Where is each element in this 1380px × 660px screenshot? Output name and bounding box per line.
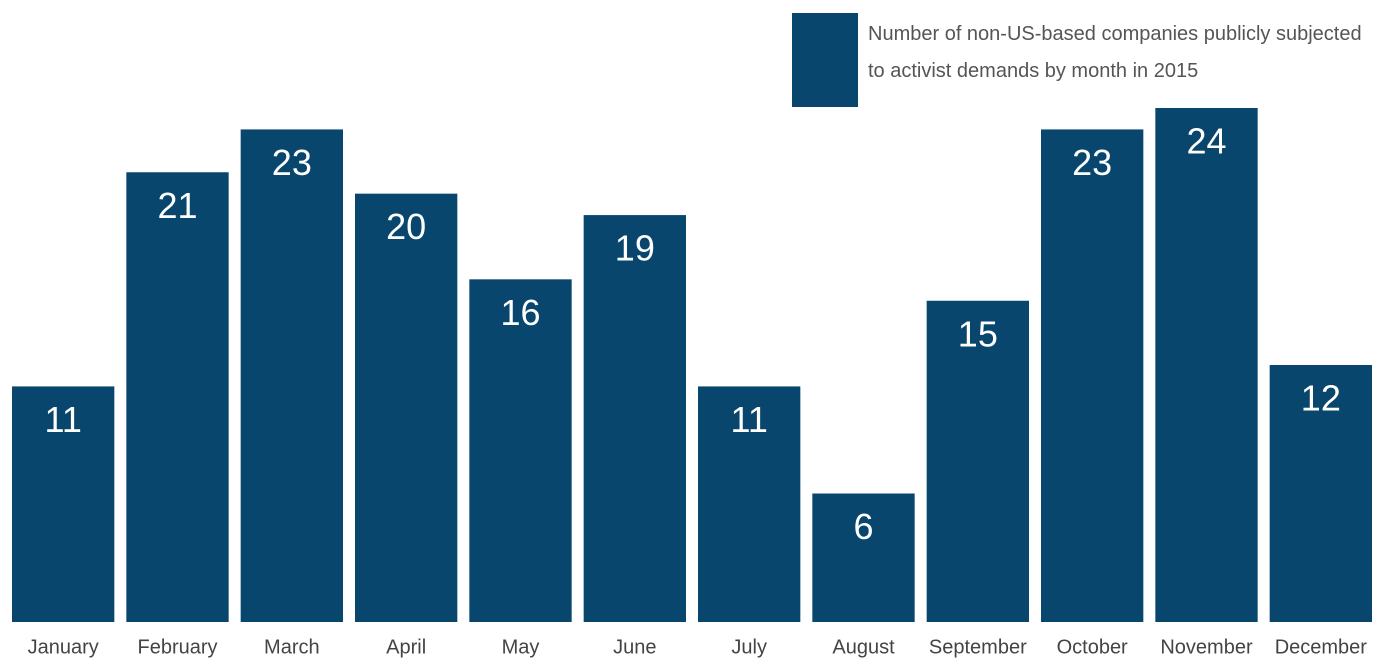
data-label: 21 [157, 185, 197, 226]
x-tick-label: July [731, 636, 767, 658]
bar [926, 300, 1029, 622]
legend-swatch [792, 13, 858, 107]
data-label: 20 [386, 206, 426, 247]
x-tick-label: November [1160, 636, 1253, 658]
bar [1269, 365, 1372, 622]
data-label: 24 [1186, 121, 1226, 162]
bar [12, 386, 115, 622]
data-label: 19 [615, 228, 655, 269]
x-tick-label: December [1275, 636, 1368, 658]
x-tick-label: May [502, 636, 540, 658]
x-tick-label: April [386, 636, 426, 658]
data-label: 15 [958, 313, 998, 354]
x-tick-label: October [1057, 636, 1128, 658]
x-tick-label: February [137, 636, 217, 658]
x-tick-label: August [832, 636, 895, 658]
bar [812, 493, 915, 622]
bar [469, 279, 572, 622]
data-label: 23 [272, 142, 312, 183]
data-label: 6 [853, 506, 873, 547]
data-label: 11 [730, 399, 767, 440]
bar [1155, 108, 1258, 622]
x-tick-label: January [28, 636, 99, 658]
bar [126, 172, 229, 622]
bar [355, 193, 458, 622]
bar [240, 129, 343, 622]
data-label: 23 [1072, 142, 1112, 183]
x-tick-label: September [929, 636, 1027, 658]
legend-label: Number of non-US-based companies publicl… [868, 23, 1362, 82]
data-label: 12 [1301, 378, 1341, 419]
bar [583, 215, 686, 623]
bar [698, 386, 801, 622]
x-tick-label: March [264, 636, 320, 658]
bar [1041, 129, 1144, 622]
x-tick-label: June [613, 636, 656, 658]
data-label: 16 [500, 292, 540, 333]
data-label: 11 [44, 399, 81, 440]
